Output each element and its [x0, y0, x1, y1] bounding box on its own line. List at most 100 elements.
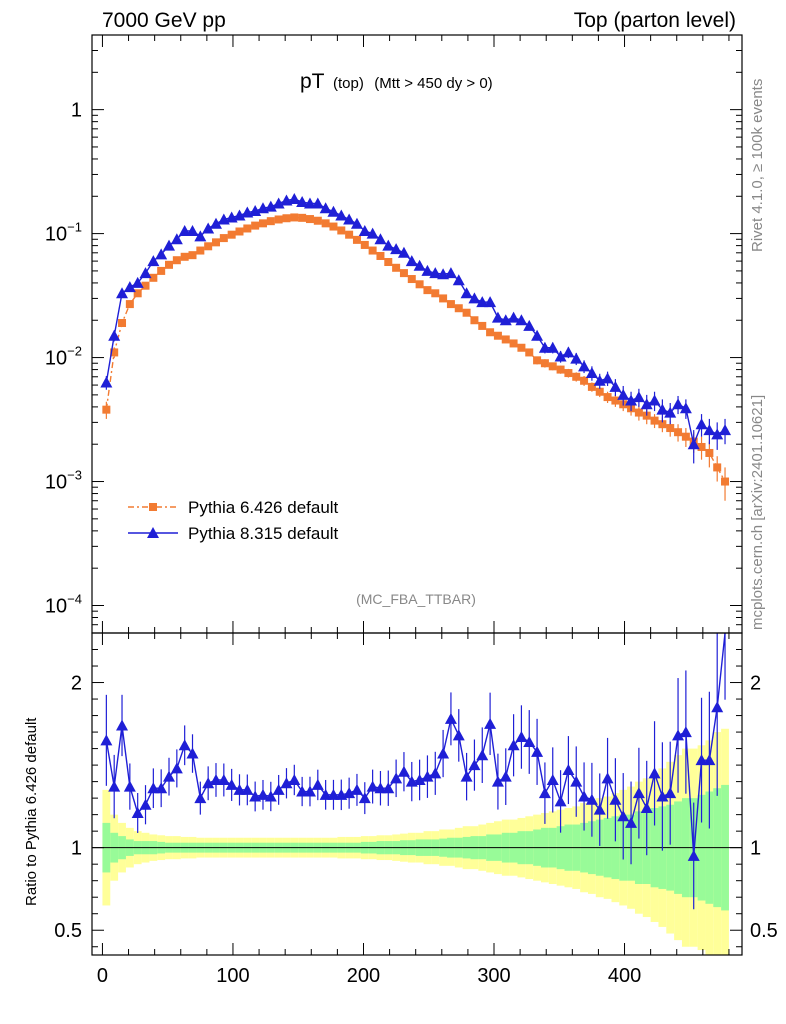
data-point-pythia6	[251, 221, 260, 230]
data-point-pythia6	[157, 266, 166, 275]
data-point-pythia8	[507, 311, 520, 323]
data-point-pythia8	[311, 197, 324, 209]
data-point-pythia6	[392, 263, 401, 272]
data-point-pythia6	[580, 376, 589, 385]
ratio-point-pythia8	[687, 849, 700, 861]
data-point-pythia6	[611, 396, 620, 405]
ratio-point-pythia8	[233, 783, 246, 795]
main-y-tick-label: 1	[71, 100, 82, 122]
data-point-pythia6	[572, 372, 581, 381]
data-point-pythia6	[462, 308, 471, 317]
ratio-point-pythia8	[256, 788, 269, 800]
header-left-label: 7000 GeV pp	[102, 9, 226, 32]
data-point-pythia8	[264, 200, 277, 212]
data-point-pythia6	[290, 213, 299, 222]
data-point-pythia8	[429, 267, 442, 279]
data-point-pythia8	[679, 402, 692, 414]
data-point-pythia8	[617, 388, 630, 400]
data-point-pythia8	[343, 213, 356, 225]
ratio-point-pythia8	[350, 783, 363, 795]
data-point-pythia6	[110, 348, 119, 357]
data-point-pythia6	[603, 393, 612, 402]
data-point-pythia8	[374, 233, 387, 245]
ratio-point-pythia8	[178, 739, 191, 751]
ratio-point-pythia8	[296, 785, 309, 797]
ratio-point-pythia8	[499, 770, 512, 782]
ratio-point-pythia8	[476, 749, 489, 761]
data-point-pythia6	[258, 219, 267, 228]
data-point-pythia6	[102, 405, 111, 414]
ratio-point-pythia8	[163, 770, 176, 782]
data-point-pythia6	[384, 258, 393, 267]
main-y-tick-base: 10	[45, 472, 67, 494]
main-plot	[100, 193, 732, 501]
ratio-point-pythia8	[711, 701, 724, 713]
ratio-point-pythia8	[327, 788, 340, 800]
data-point-pythia6	[266, 217, 275, 226]
ratio-point-pythia8	[413, 773, 426, 785]
data-point-pythia8	[664, 406, 677, 418]
legend-label-pythia6: Pythia 6.426 default	[188, 498, 339, 517]
data-point-pythia6	[282, 214, 291, 223]
main-y-tick-exponent: −2	[67, 344, 82, 359]
legend-marker-pythia6	[149, 503, 157, 511]
data-point-pythia8	[491, 311, 504, 323]
data-point-pythia6	[650, 416, 659, 425]
ratio-point-pythia8	[656, 790, 669, 802]
ratio-point-pythia8	[217, 773, 230, 785]
data-point-pythia6	[368, 246, 377, 255]
ratio-point-pythia8	[186, 747, 199, 759]
header-right-label: Top (parton level)	[574, 9, 736, 32]
data-point-pythia6	[470, 316, 479, 325]
ratio-point-pythia8	[444, 712, 457, 724]
ratio-point-pythia8	[303, 785, 316, 797]
data-point-pythia6	[540, 359, 549, 368]
ratio-point-pythia8	[366, 780, 379, 792]
ratio-plot	[92, 632, 742, 955]
ratio-point-pythia8	[319, 788, 332, 800]
ratio-point-pythia8	[421, 770, 434, 782]
plot-title-sub: (top)	[333, 75, 364, 92]
main-y-tick-label: 10−4	[45, 591, 82, 617]
ratio-point-pythia8	[131, 806, 144, 818]
ratio-point-pythia8	[672, 729, 685, 741]
data-point-pythia8	[303, 197, 316, 209]
data-point-pythia8	[163, 239, 176, 251]
data-point-pythia8	[233, 209, 246, 221]
ratio-point-pythia8	[484, 717, 497, 729]
data-point-pythia6	[376, 251, 385, 260]
series-line-pythia6	[105, 216, 726, 482]
data-point-pythia6	[431, 289, 440, 298]
ratio-y-tick-label-left: 2	[71, 673, 82, 695]
ratio-point-pythia8	[209, 773, 222, 785]
ratio-point-pythia8	[374, 782, 387, 794]
ratio-point-pythia8	[640, 802, 653, 814]
ratio-point-pythia8	[358, 792, 371, 804]
data-point-pythia6	[329, 222, 338, 231]
data-point-pythia8	[452, 274, 465, 286]
data-point-pythia6	[196, 246, 205, 255]
data-point-pythia8	[672, 398, 685, 410]
ratio-point-pythia8	[570, 775, 583, 787]
data-point-pythia8	[601, 372, 614, 384]
data-point-pythia6	[658, 420, 667, 429]
data-point-pythia8	[554, 350, 567, 362]
ratio-point-pythia8	[593, 803, 606, 815]
ratio-point-pythia8	[695, 754, 708, 766]
ratio-point-pythia8	[523, 735, 536, 747]
data-point-pythia6	[227, 230, 236, 239]
data-point-pythia8	[562, 346, 575, 358]
data-point-pythia8	[523, 319, 536, 331]
data-point-pythia6	[446, 300, 455, 309]
data-point-pythia6	[439, 294, 448, 303]
ratio-point-pythia8	[108, 780, 121, 792]
data-point-pythia6	[595, 387, 604, 396]
plot-title-main: pT	[300, 70, 325, 93]
ratio-point-pythia8	[507, 739, 520, 751]
data-point-pythia8	[296, 195, 309, 207]
data-point-pythia6	[548, 362, 557, 371]
data-point-pythia8	[405, 255, 418, 267]
data-point-pythia6	[501, 335, 510, 344]
main-y-tick-base: 1	[71, 100, 82, 122]
main-y-tick-base: 10	[45, 595, 67, 617]
